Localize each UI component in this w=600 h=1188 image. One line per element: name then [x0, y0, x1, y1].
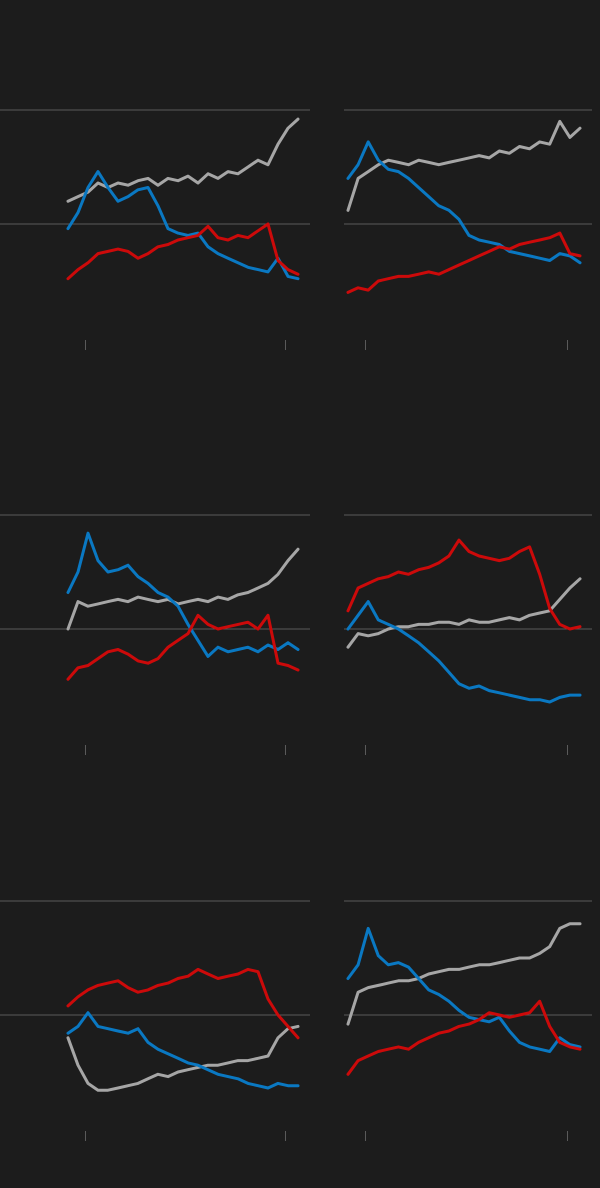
series-line — [346, 538, 582, 631]
series-line — [66, 170, 300, 281]
series-line — [346, 231, 582, 294]
series-line — [346, 922, 582, 1026]
series-line — [346, 926, 582, 1053]
series-line — [66, 1011, 300, 1090]
series-line — [66, 967, 300, 1040]
series-line — [346, 140, 582, 265]
series-line — [346, 119, 582, 212]
series-line — [66, 547, 300, 631]
series-line — [66, 1024, 300, 1092]
series-line — [346, 600, 582, 704]
series-line — [66, 531, 300, 658]
series-line — [66, 222, 300, 281]
series-line — [66, 613, 300, 681]
series-line — [346, 577, 582, 649]
series-line — [346, 999, 582, 1076]
